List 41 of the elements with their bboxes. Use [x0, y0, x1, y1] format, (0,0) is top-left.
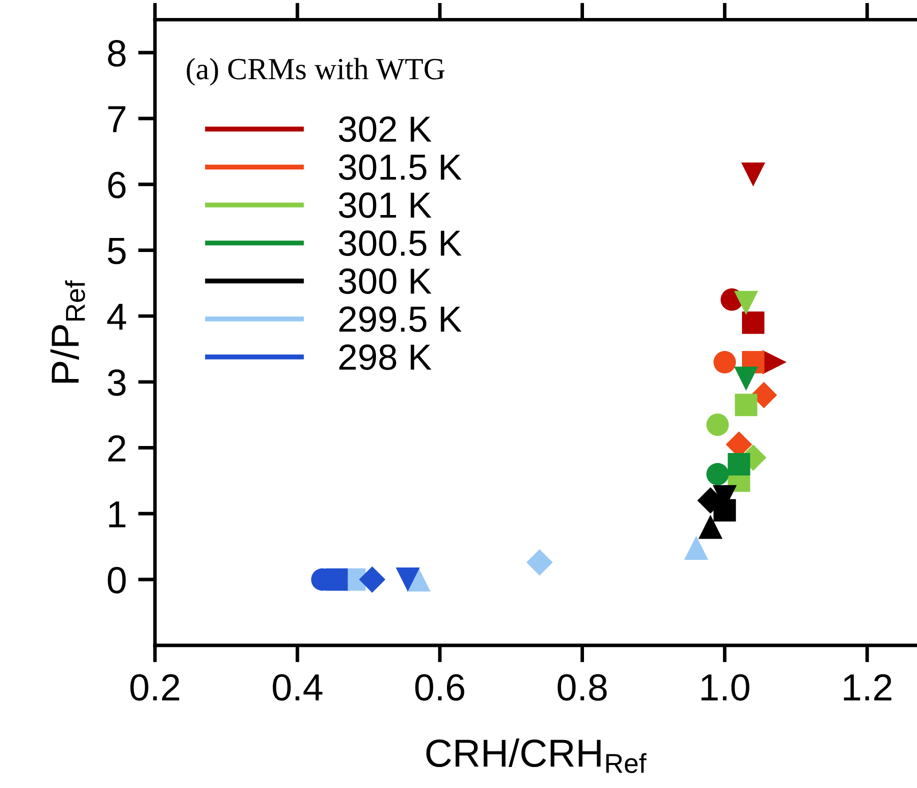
- point: [741, 162, 766, 186]
- point: [526, 549, 553, 576]
- legend-label: 300 K: [338, 268, 432, 294]
- point: [706, 462, 729, 486]
- x-tick-label: 1.2: [844, 674, 892, 700]
- legend-label: 300.5 K: [338, 230, 462, 256]
- point: [325, 568, 348, 591]
- y-tick-label: 1: [109, 501, 126, 528]
- x-tick-label: 1.0: [702, 674, 750, 701]
- point: [684, 536, 708, 560]
- annotation: (a) CRMs with WTG: [186, 58, 445, 86]
- point: [396, 567, 420, 592]
- legend-label: 298 K: [339, 344, 432, 370]
- y-axis-title: P/P$_{Ref}$: [50, 280, 86, 383]
- y-tick-label: 6: [108, 172, 126, 198]
- point: [734, 366, 758, 391]
- x-tick-label: 0.8: [558, 674, 607, 701]
- y-tick-label: 4: [107, 304, 126, 330]
- point: [706, 414, 729, 436]
- point: [698, 514, 722, 539]
- point: [742, 311, 764, 334]
- legend-label: 301 K: [338, 192, 432, 218]
- x-axis-title: CRH/CRH$_{Ref}$: [426, 738, 646, 774]
- legend-label: 299.5 K: [339, 306, 462, 332]
- y-tick-label: 5: [108, 238, 126, 264]
- y-tick-label: 7: [108, 106, 126, 132]
- point: [728, 453, 750, 476]
- y-tick-label: 0: [108, 566, 126, 594]
- x-tick-label: 0.2: [130, 674, 180, 701]
- point: [714, 350, 736, 374]
- point: [734, 394, 758, 416]
- legend-label: 302 K: [338, 116, 432, 142]
- legend-label: 301.5 K: [338, 154, 462, 180]
- x-tick-label: 0.4: [272, 674, 322, 701]
- point: [750, 382, 778, 408]
- y-tick-label: 3: [108, 369, 126, 396]
- x-tick-label: 0.6: [415, 674, 464, 701]
- y-tick-label: 2: [108, 435, 126, 462]
- point: [359, 566, 386, 593]
- point: [734, 290, 758, 315]
- y-tick-label: 8: [108, 40, 126, 67]
